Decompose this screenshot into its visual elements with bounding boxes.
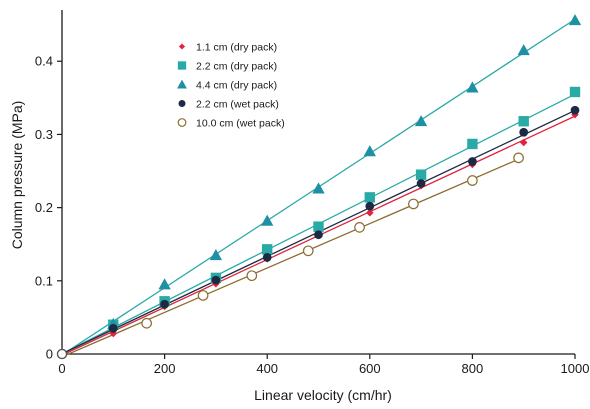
y-tick-label: 0 xyxy=(46,347,53,362)
data-point xyxy=(519,138,528,147)
x-tick-label: 0 xyxy=(58,361,65,376)
data-point xyxy=(570,105,580,115)
legend-marker xyxy=(177,118,187,127)
data-point xyxy=(415,169,427,180)
data-point xyxy=(197,290,209,301)
data-point xyxy=(568,14,582,26)
y-tick-label: 0.3 xyxy=(35,127,53,142)
data-point xyxy=(211,275,221,285)
data-point xyxy=(108,324,118,333)
data-point xyxy=(408,198,419,210)
legend-entry: 4.4 cm (dry pack) xyxy=(196,80,277,92)
y-axis-label: Column pressure (MPa) xyxy=(9,101,25,250)
legend: 1.1 cm (dry pack) 2.2 cm (dry pack) 4.4 cm… xyxy=(177,42,285,130)
legend-marker xyxy=(178,43,186,50)
legend-entry: 2.2 cm (dry pack) xyxy=(196,61,277,73)
data-point xyxy=(354,222,365,233)
data-point xyxy=(569,86,581,98)
y-tick-label: 0.2 xyxy=(35,200,53,215)
legend-entry: 2.2 cm (wet pack) xyxy=(196,99,279,111)
axes: 0 200 400 600 800 1000 0 0.1 0.2 0.3 0.4 xyxy=(35,10,590,376)
data-point xyxy=(513,152,524,164)
data-point xyxy=(571,110,579,119)
legend-entry: 10.0 cm (wet pack) xyxy=(196,118,285,130)
data-point xyxy=(468,157,477,166)
legend-marker xyxy=(177,79,187,89)
data-point xyxy=(209,249,223,261)
data-point xyxy=(313,221,324,232)
data-point xyxy=(314,230,323,240)
x-tick-label: 1000 xyxy=(561,361,590,376)
legend-marker xyxy=(178,100,186,107)
data-point-origin xyxy=(56,348,68,360)
data-point xyxy=(312,182,325,194)
data-point xyxy=(366,208,374,217)
data-point xyxy=(262,253,272,262)
data-point xyxy=(365,201,375,211)
data-point xyxy=(416,179,426,188)
legend-marker xyxy=(177,61,187,70)
data-point xyxy=(262,244,273,255)
data-point xyxy=(519,127,529,137)
x-tick-label: 600 xyxy=(359,361,381,376)
data-point xyxy=(302,245,314,257)
data-point xyxy=(518,116,529,127)
y-tick-label: 0.1 xyxy=(35,273,53,288)
data-point xyxy=(517,44,530,56)
data-point xyxy=(160,299,169,309)
data-point xyxy=(467,138,478,150)
legend-entry: 1.1 cm (dry pack) xyxy=(196,42,277,54)
x-tick-label: 200 xyxy=(154,361,176,376)
data-markers xyxy=(56,14,582,360)
data-point xyxy=(466,81,479,93)
x-axis-label: Linear velocity (cm/hr) xyxy=(254,387,392,403)
data-point xyxy=(414,115,428,127)
fit-line-4 xyxy=(61,158,519,358)
data-point xyxy=(141,317,152,329)
data-point xyxy=(467,175,478,186)
data-point xyxy=(261,214,274,226)
data-point xyxy=(363,145,376,157)
data-point xyxy=(246,270,258,282)
x-tick-label: 400 xyxy=(256,361,278,376)
data-point xyxy=(364,192,375,203)
x-tick-label: 800 xyxy=(462,361,484,376)
data-point xyxy=(158,278,171,290)
y-tick-label: 0.4 xyxy=(35,54,53,69)
